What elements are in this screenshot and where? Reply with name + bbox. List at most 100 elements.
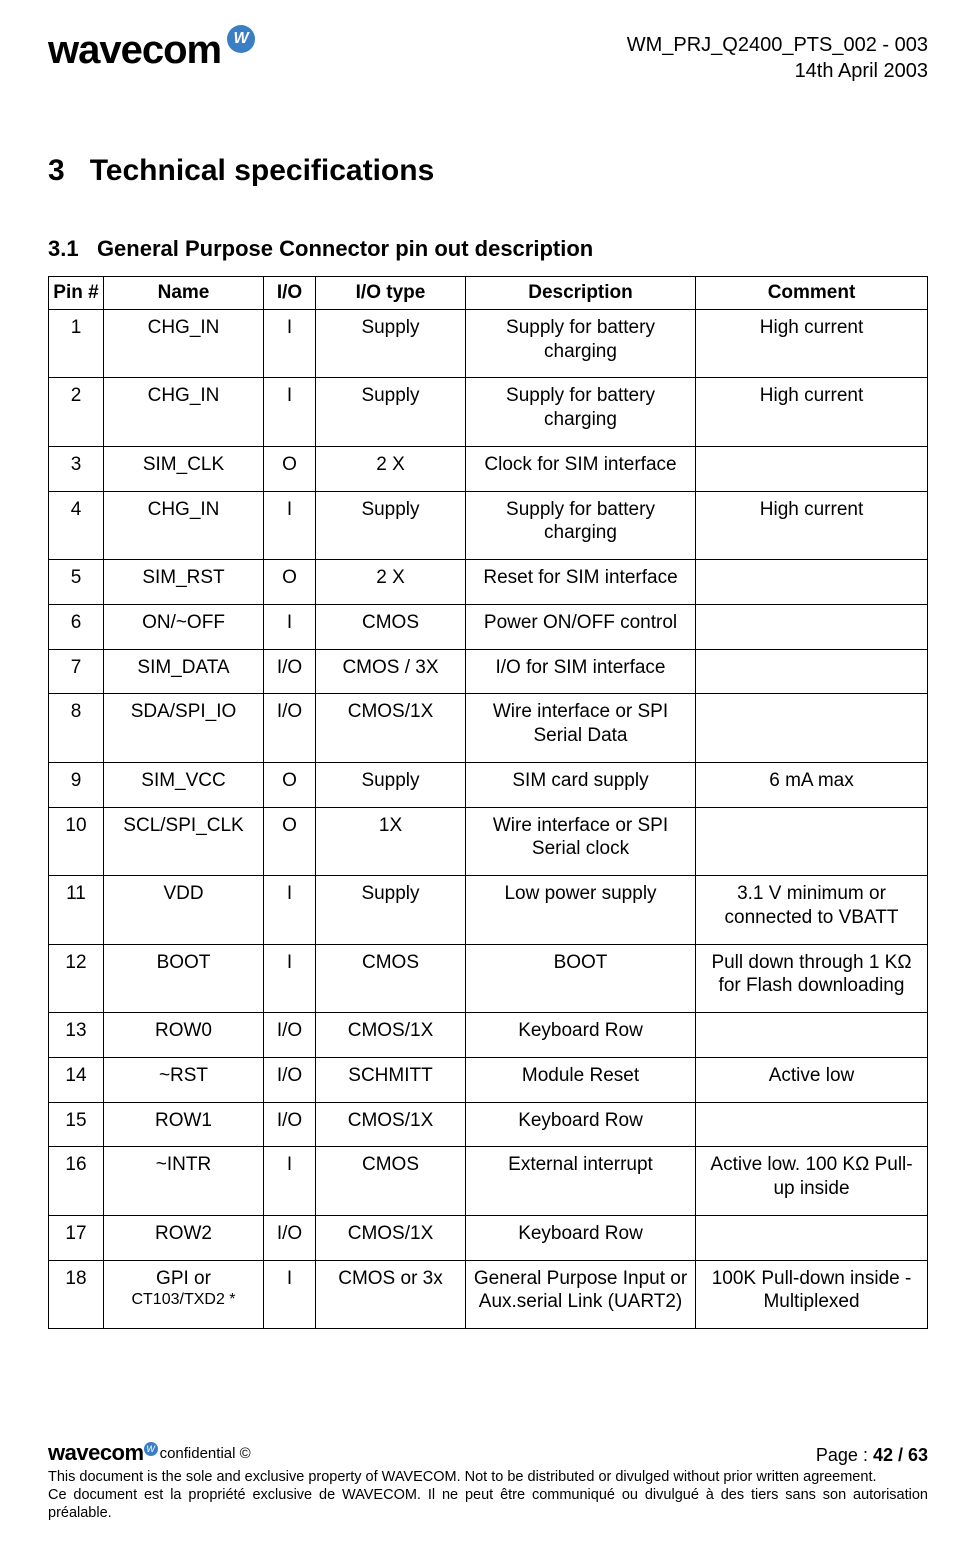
cell-type: CMOS/1X [316, 1215, 466, 1260]
cell-desc: Module Reset [466, 1057, 696, 1102]
footer-page-value: 42 / 63 [873, 1445, 928, 1465]
cell-pin: 18 [49, 1260, 104, 1329]
cell-comment: High current [696, 309, 928, 378]
col-iotype: I/O type [316, 277, 466, 310]
footer: wavecomWconfidential © Page : 42 / 63 Th… [48, 1440, 928, 1522]
cell-io: O [264, 446, 316, 491]
cell-pin: 1 [49, 309, 104, 378]
cell-desc: Low power supply [466, 876, 696, 945]
cell-name: SIM_CLK [104, 446, 264, 491]
doc-ref: WM_PRJ_Q2400_PTS_002 - 003 [627, 32, 928, 58]
table-row: 3SIM_CLKO2 XClock for SIM interface [49, 446, 928, 491]
cell-name: SIM_VCC [104, 762, 264, 807]
cell-pin: 6 [49, 604, 104, 649]
cell-io: I/O [264, 1013, 316, 1058]
cell-io: I/O [264, 1057, 316, 1102]
subsection-heading: 3.1 General Purpose Connector pin out de… [48, 236, 928, 262]
cell-comment [696, 604, 928, 649]
cell-comment: 6 mA max [696, 762, 928, 807]
section-heading: 3 Technical specifications [48, 154, 928, 188]
cell-type: CMOS/1X [316, 694, 466, 763]
cell-io: I [264, 378, 316, 447]
cell-pin: 15 [49, 1102, 104, 1147]
cell-io: I/O [264, 649, 316, 694]
cell-comment [696, 446, 928, 491]
subsection-title: General Purpose Connector pin out descri… [97, 236, 593, 261]
cell-name: ~INTR [104, 1147, 264, 1216]
footer-page: Page : 42 / 63 [816, 1445, 928, 1466]
footer-confidential: confidential © [160, 1445, 251, 1462]
cell-io: O [264, 762, 316, 807]
header: wavecom W WM_PRJ_Q2400_PTS_002 - 003 14t… [48, 28, 928, 84]
cell-io: I/O [264, 1215, 316, 1260]
cell-pin: 14 [49, 1057, 104, 1102]
table-row: 6ON/~OFFICMOSPower ON/OFF control [49, 604, 928, 649]
cell-pin: 5 [49, 560, 104, 605]
col-pin: Pin # [49, 277, 104, 310]
table-row: 18GPI orCT103/TXD2 *ICMOS or 3xGeneral P… [49, 1260, 928, 1329]
cell-desc: Reset for SIM interface [466, 560, 696, 605]
page: wavecom W WM_PRJ_Q2400_PTS_002 - 003 14t… [0, 0, 976, 1546]
cell-type: CMOS/1X [316, 1013, 466, 1058]
cell-comment [696, 1013, 928, 1058]
cell-pin: 7 [49, 649, 104, 694]
cell-name: ROW1 [104, 1102, 264, 1147]
section-title: Technical specifications [90, 154, 435, 187]
brand-badge-icon: W [227, 25, 255, 53]
table-row: 10SCL/SPI_CLKO1XWire interface or SPI Se… [49, 807, 928, 876]
table-row: 11VDDISupplyLow power supply3.1 V minimu… [49, 876, 928, 945]
cell-type: 2 X [316, 560, 466, 605]
cell-pin: 2 [49, 378, 104, 447]
header-meta: WM_PRJ_Q2400_PTS_002 - 003 14th April 20… [627, 28, 928, 84]
cell-desc: Keyboard Row [466, 1102, 696, 1147]
cell-comment [696, 694, 928, 763]
pinout-table: Pin # Name I/O I/O type Description Comm… [48, 276, 928, 1329]
cell-name: BOOT [104, 944, 264, 1013]
cell-io: I [264, 944, 316, 1013]
footer-page-label: Page : [816, 1445, 873, 1465]
cell-type: CMOS / 3X [316, 649, 466, 694]
table-row: 12BOOTICMOSBOOTPull down through 1 KΩ fo… [49, 944, 928, 1013]
cell-comment: Pull down through 1 KΩ for Flash downloa… [696, 944, 928, 1013]
table-body: 1CHG_INISupplySupply for battery chargin… [49, 309, 928, 1328]
cell-name: SIM_RST [104, 560, 264, 605]
cell-desc: External interrupt [466, 1147, 696, 1216]
table-row: 16~INTRICMOSExternal interruptActive low… [49, 1147, 928, 1216]
footer-legal-fr: Ce document est la propriété exclusive d… [48, 1486, 928, 1522]
cell-pin: 9 [49, 762, 104, 807]
cell-type: CMOS or 3x [316, 1260, 466, 1329]
cell-io: I [264, 309, 316, 378]
cell-pin: 11 [49, 876, 104, 945]
cell-pin: 8 [49, 694, 104, 763]
cell-name: CHG_IN [104, 309, 264, 378]
cell-desc: I/O for SIM interface [466, 649, 696, 694]
footer-legal-en: This document is the sole and exclusive … [48, 1468, 928, 1486]
cell-io: I [264, 1147, 316, 1216]
cell-name: VDD [104, 876, 264, 945]
col-comment: Comment [696, 277, 928, 310]
footer-brand-name: wavecom [48, 1440, 144, 1465]
cell-type: Supply [316, 762, 466, 807]
cell-type: 1X [316, 807, 466, 876]
table-row: 8SDA/SPI_IOI/OCMOS/1XWire interface or S… [49, 694, 928, 763]
cell-comment: Active low [696, 1057, 928, 1102]
cell-io: I/O [264, 694, 316, 763]
table-row: 17ROW2I/OCMOS/1XKeyboard Row [49, 1215, 928, 1260]
cell-io: I [264, 491, 316, 560]
table-row: 5SIM_RSTO2 XReset for SIM interface [49, 560, 928, 605]
cell-io: I [264, 604, 316, 649]
cell-comment: 100K Pull-down inside - Multiplexed [696, 1260, 928, 1329]
cell-name: CHG_IN [104, 491, 264, 560]
cell-io: I [264, 1260, 316, 1329]
cell-desc: BOOT [466, 944, 696, 1013]
table-head: Pin # Name I/O I/O type Description Comm… [49, 277, 928, 310]
cell-comment [696, 807, 928, 876]
cell-comment: High current [696, 491, 928, 560]
footer-left: wavecomWconfidential © [48, 1440, 251, 1466]
cell-type: CMOS [316, 944, 466, 1013]
cell-name: ON/~OFF [104, 604, 264, 649]
table-row: 13ROW0I/OCMOS/1XKeyboard Row [49, 1013, 928, 1058]
cell-comment [696, 649, 928, 694]
table-row: 2CHG_INISupplySupply for battery chargin… [49, 378, 928, 447]
table-row: 9SIM_VCCOSupplySIM card supply6 mA max [49, 762, 928, 807]
